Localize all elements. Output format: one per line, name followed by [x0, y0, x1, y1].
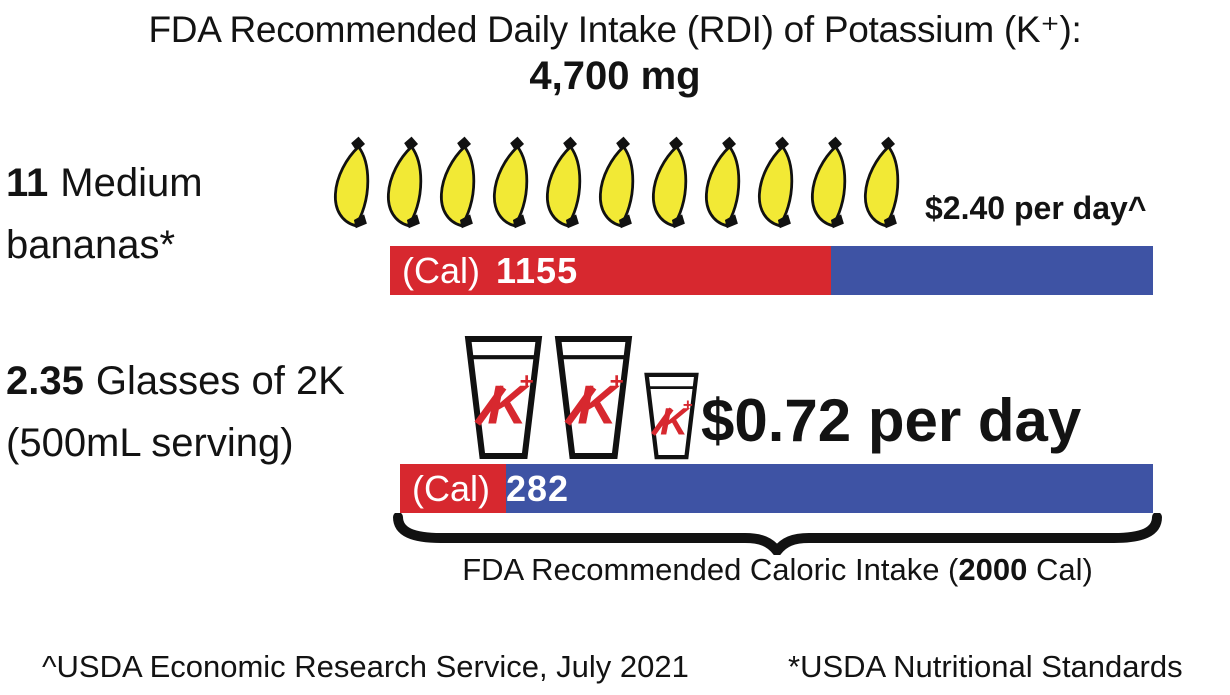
footnote-usda-ers: ^USDA Economic Research Service, July 20…: [42, 649, 689, 684]
bananas-label-text: Medium: [60, 161, 203, 205]
svg-text:+: +: [610, 368, 624, 395]
svg-text:K: K: [660, 400, 690, 443]
banana-icon: [334, 136, 370, 229]
banana-icon-row: [328, 132, 908, 232]
banana-icon: [652, 136, 688, 229]
svg-text:K: K: [487, 375, 530, 436]
banana-icon: [387, 136, 423, 229]
caption-value: 2000: [958, 552, 1028, 587]
caloric-intake-caption: FDA Recommended Caloric Intake (2000 Cal…: [393, 552, 1162, 588]
bananas-label: 11 Medium bananas*: [6, 152, 203, 276]
banana-icon: [864, 136, 900, 229]
caption-suffix: Cal): [1027, 552, 1093, 587]
footnote-usda-nutrition: *USDA Nutritional Standards: [788, 649, 1183, 684]
svg-text:+: +: [520, 368, 534, 395]
banana-icon: [705, 136, 741, 229]
calorie-bar-glasses-fill: [400, 464, 507, 513]
calorie-bar-glasses: (Cal) 282: [400, 464, 1153, 513]
cal-value: 282: [506, 467, 570, 509]
banana-icon: [493, 136, 529, 229]
calorie-bar-bananas: (Cal) 1155: [390, 246, 1153, 295]
glasses-label: 2.35 Glasses of 2K (500mL serving): [6, 350, 345, 474]
banana-icon: [440, 136, 476, 229]
svg-text:K: K: [577, 375, 620, 436]
page-title: FDA Recommended Daily Intake (RDI) of Po…: [148, 9, 1082, 50]
potassium-glass-icon: K +: [464, 336, 543, 459]
svg-text:+: +: [683, 395, 693, 414]
glass-icon-row: K + K + K +: [463, 332, 700, 460]
banana-icon: [811, 136, 847, 229]
cal-value: 1155: [496, 249, 579, 291]
calorie-bar-bananas-text: (Cal) 1155: [402, 246, 578, 295]
potassium-glass-icon: K +: [644, 372, 699, 460]
banana-icon: [758, 136, 794, 229]
glasses-label-text: Glasses of 2K: [95, 359, 345, 403]
calorie-bar-glasses-text: (Cal) 282: [412, 464, 569, 513]
banana-icon: [546, 136, 582, 229]
bananas-label-line2: bananas*: [6, 223, 176, 267]
glasses-cost: $0.72 per day: [701, 387, 1082, 454]
bananas-quantity: 11: [6, 161, 49, 205]
banana-cost: $2.40 per day^: [925, 190, 1147, 226]
caption-prefix: FDA Recommended Caloric Intake (: [462, 552, 959, 587]
brace-icon: [393, 513, 1162, 555]
cal-unit-label: (Cal): [402, 249, 480, 291]
glasses-quantity: 2.35: [6, 359, 84, 403]
potassium-glass-icon: K +: [554, 336, 633, 459]
glasses-label-line2: (500mL serving): [6, 421, 294, 465]
calorie-bar-bananas-fill: [390, 246, 831, 295]
rdi-amount: 4,700 mg: [529, 54, 701, 98]
cal-unit-label: (Cal): [412, 467, 490, 509]
banana-icon: [599, 136, 635, 229]
